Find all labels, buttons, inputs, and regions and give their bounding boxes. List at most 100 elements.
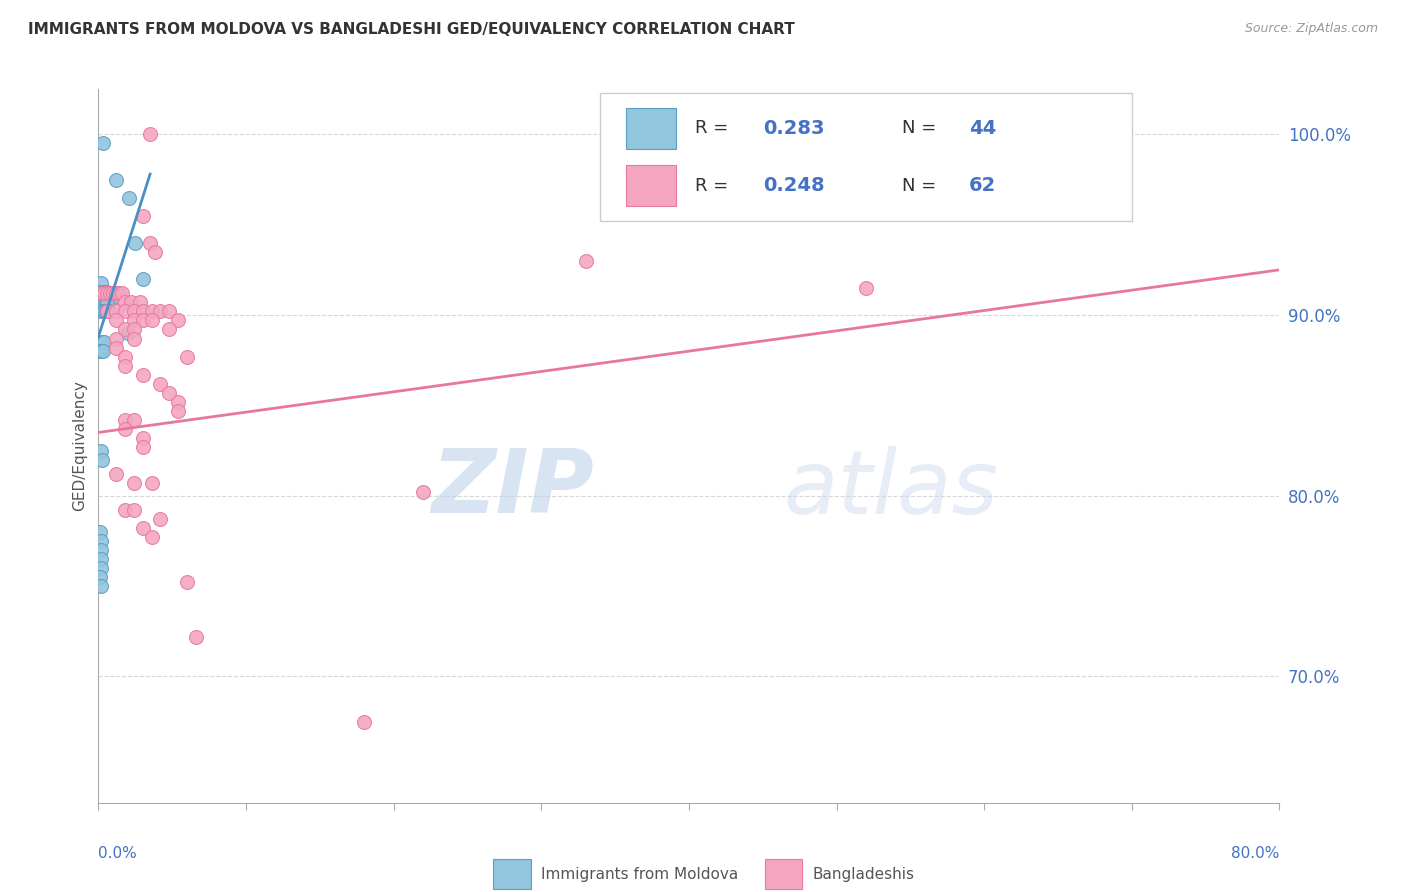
- Point: [91, 136, 114, 151]
- Point: [89, 285, 111, 299]
- Point: [143, 244, 166, 259]
- Point: [141, 304, 163, 318]
- Text: atlas: atlas: [783, 446, 998, 532]
- Point: [157, 304, 180, 318]
- Point: [132, 440, 155, 454]
- Point: [105, 304, 128, 318]
- Point: [105, 313, 128, 327]
- Point: [96, 286, 118, 301]
- Point: [128, 295, 150, 310]
- Point: [167, 404, 190, 418]
- Point: [412, 485, 434, 500]
- FancyBboxPatch shape: [600, 93, 1132, 221]
- Point: [132, 313, 155, 327]
- Point: [97, 290, 120, 304]
- Point: [141, 530, 163, 544]
- Point: [96, 304, 118, 318]
- Point: [105, 286, 128, 301]
- Point: [353, 714, 375, 729]
- Point: [91, 285, 114, 299]
- Text: R =: R =: [695, 120, 734, 137]
- Point: [94, 285, 117, 299]
- Point: [132, 272, 155, 286]
- Point: [90, 344, 112, 359]
- Point: [139, 235, 162, 250]
- Point: [176, 575, 198, 590]
- Point: [90, 542, 112, 557]
- Point: [94, 297, 117, 311]
- Point: [93, 297, 115, 311]
- Point: [124, 235, 146, 250]
- Point: [98, 290, 121, 304]
- Point: [122, 476, 145, 491]
- Text: 62: 62: [969, 176, 995, 195]
- Text: 0.248: 0.248: [763, 176, 825, 195]
- Text: N =: N =: [901, 120, 942, 137]
- Point: [120, 295, 142, 310]
- Point: [90, 579, 112, 593]
- Point: [149, 304, 172, 318]
- Point: [89, 570, 111, 584]
- Point: [105, 172, 128, 186]
- Point: [93, 304, 115, 318]
- Point: [114, 422, 136, 436]
- Text: 0.283: 0.283: [763, 119, 825, 138]
- Point: [141, 476, 163, 491]
- Point: [114, 322, 136, 336]
- Point: [122, 322, 145, 336]
- Point: [94, 304, 117, 318]
- Point: [90, 286, 112, 301]
- Point: [122, 313, 145, 327]
- Point: [93, 286, 115, 301]
- Text: 80.0%: 80.0%: [1232, 846, 1279, 861]
- FancyBboxPatch shape: [494, 859, 530, 889]
- Point: [93, 335, 115, 350]
- Point: [98, 286, 121, 301]
- Point: [108, 286, 131, 301]
- Point: [114, 350, 136, 364]
- Point: [90, 552, 112, 566]
- Point: [117, 326, 139, 340]
- Point: [90, 297, 112, 311]
- Point: [114, 304, 136, 318]
- Text: 0.0%: 0.0%: [98, 846, 138, 861]
- Point: [157, 385, 180, 400]
- Point: [132, 521, 155, 535]
- Point: [176, 350, 198, 364]
- Point: [90, 285, 112, 299]
- Point: [91, 452, 114, 467]
- Point: [91, 344, 114, 359]
- Point: [93, 285, 115, 299]
- Point: [574, 253, 596, 268]
- Point: [96, 304, 118, 318]
- Point: [118, 191, 141, 205]
- Point: [122, 331, 145, 345]
- Point: [90, 533, 112, 548]
- Point: [132, 304, 155, 318]
- Point: [149, 376, 172, 391]
- Point: [184, 630, 207, 644]
- FancyBboxPatch shape: [765, 859, 803, 889]
- Point: [90, 276, 112, 290]
- FancyBboxPatch shape: [626, 108, 676, 149]
- Point: [122, 413, 145, 427]
- Point: [105, 341, 128, 355]
- Text: R =: R =: [695, 177, 734, 194]
- Point: [132, 209, 155, 223]
- Point: [114, 503, 136, 517]
- Point: [114, 359, 136, 373]
- Text: ZIP: ZIP: [432, 445, 595, 533]
- Point: [91, 335, 114, 350]
- Point: [97, 304, 120, 318]
- Text: 44: 44: [969, 119, 995, 138]
- Point: [90, 335, 112, 350]
- Point: [91, 297, 114, 311]
- Point: [96, 297, 118, 311]
- Text: Immigrants from Moldova: Immigrants from Moldova: [541, 867, 738, 881]
- Point: [132, 431, 155, 445]
- Text: IMMIGRANTS FROM MOLDOVA VS BANGLADESHI GED/EQUIVALENCY CORRELATION CHART: IMMIGRANTS FROM MOLDOVA VS BANGLADESHI G…: [28, 22, 794, 37]
- Point: [90, 443, 112, 458]
- Point: [122, 304, 145, 318]
- Text: Source: ZipAtlas.com: Source: ZipAtlas.com: [1244, 22, 1378, 36]
- Point: [89, 297, 111, 311]
